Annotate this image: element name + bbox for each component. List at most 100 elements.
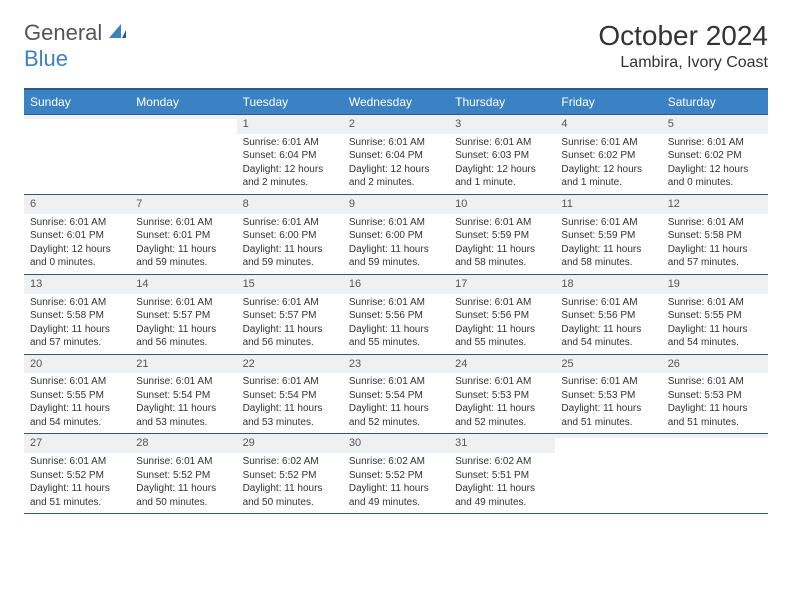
day-body: Sunrise: 6:01 AMSunset: 5:58 PMDaylight:… — [24, 294, 130, 354]
day-number: 12 — [662, 195, 768, 214]
daylight-text: Daylight: 11 hours and 56 minutes. — [243, 323, 337, 350]
daylight-text: Daylight: 11 hours and 58 minutes. — [561, 243, 655, 270]
day-body: Sunrise: 6:01 AMSunset: 6:03 PMDaylight:… — [449, 134, 555, 194]
sunrise-text: Sunrise: 6:01 AM — [243, 136, 337, 150]
daylight-text: Daylight: 11 hours and 50 minutes. — [243, 482, 337, 509]
sunrise-text: Sunrise: 6:01 AM — [349, 375, 443, 389]
sunrise-text: Sunrise: 6:01 AM — [561, 216, 655, 230]
calendar-cell: 12Sunrise: 6:01 AMSunset: 5:58 PMDayligh… — [662, 195, 768, 274]
day-header: Saturday — [662, 90, 768, 114]
day-number — [130, 115, 236, 119]
sunrise-text: Sunrise: 6:01 AM — [243, 296, 337, 310]
calendar-cell: 21Sunrise: 6:01 AMSunset: 5:54 PMDayligh… — [130, 355, 236, 434]
day-body: Sunrise: 6:01 AMSunset: 5:53 PMDaylight:… — [555, 373, 661, 433]
sunset-text: Sunset: 5:59 PM — [561, 229, 655, 243]
sunrise-text: Sunrise: 6:01 AM — [136, 296, 230, 310]
calendar-cell: 5Sunrise: 6:01 AMSunset: 6:02 PMDaylight… — [662, 115, 768, 194]
calendar: Sunday Monday Tuesday Wednesday Thursday… — [24, 90, 768, 514]
sunrise-text: Sunrise: 6:01 AM — [668, 136, 762, 150]
sunset-text: Sunset: 5:57 PM — [136, 309, 230, 323]
daylight-text: Daylight: 12 hours and 2 minutes. — [243, 163, 337, 190]
day-header: Wednesday — [343, 90, 449, 114]
day-header: Monday — [130, 90, 236, 114]
day-number: 6 — [24, 195, 130, 214]
calendar-cell: 14 Sunrise: 6:01 AMSunset: 5:57 PMDayligh… — [130, 275, 236, 354]
day-body: Sunrise: 6:01 AMSunset: 6:00 PMDaylight:… — [237, 214, 343, 274]
day-number: 10 — [449, 195, 555, 214]
daylight-text: Daylight: 12 hours and 2 minutes. — [349, 163, 443, 190]
calendar-cell: 13Sunrise: 6:01 AMSunset: 5:58 PMDayligh… — [24, 275, 130, 354]
sunrise-text: Sunrise: 6:01 AM — [30, 296, 124, 310]
day-body: Sunrise: 6:01 AMSunset: 5:53 PMDaylight:… — [662, 373, 768, 433]
day-number: 27 — [24, 434, 130, 453]
day-number: 25 — [555, 355, 661, 374]
sunset-text: Sunset: 5:57 PM — [243, 309, 337, 323]
sunrise-text: Sunrise: 6:01 AM — [349, 216, 443, 230]
calendar-cell: 16Sunrise: 6:01 AMSunset: 5:56 PMDayligh… — [343, 275, 449, 354]
sunset-text: Sunset: 6:00 PM — [243, 229, 337, 243]
calendar-cell — [24, 115, 130, 194]
day-body: Sunrise: 6:01 AMSunset: 5:59 PMDaylight:… — [449, 214, 555, 274]
sunset-text: Sunset: 5:51 PM — [455, 469, 549, 483]
sunrise-text: Sunrise: 6:01 AM — [668, 296, 762, 310]
day-number: 11 — [555, 195, 661, 214]
day-body: Sunrise: 6:01 AMSunset: 5:55 PMDaylight:… — [662, 294, 768, 354]
sunset-text: Sunset: 6:00 PM — [349, 229, 443, 243]
sunrise-text: Sunrise: 6:01 AM — [243, 375, 337, 389]
day-body: Sunrise: 6:02 AMSunset: 5:52 PMDaylight:… — [237, 453, 343, 513]
day-body: Sunrise: 6:01 AMSunset: 5:59 PMDaylight:… — [555, 214, 661, 274]
week-row: 13Sunrise: 6:01 AMSunset: 5:58 PMDayligh… — [24, 274, 768, 354]
daylight-text: Daylight: 11 hours and 52 minutes. — [455, 402, 549, 429]
daylight-text: Daylight: 11 hours and 51 minutes. — [668, 402, 762, 429]
calendar-cell: 22Sunrise: 6:01 AMSunset: 5:54 PMDayligh… — [237, 355, 343, 434]
sunrise-text: Sunrise: 6:01 AM — [455, 375, 549, 389]
daylight-text: Daylight: 11 hours and 51 minutes. — [30, 482, 124, 509]
calendar-cell: 18Sunrise: 6:01 AMSunset: 5:56 PMDayligh… — [555, 275, 661, 354]
day-number: 14 — [130, 275, 236, 294]
day-number: 21 — [130, 355, 236, 374]
sunrise-text: Sunrise: 6:01 AM — [349, 136, 443, 150]
daylight-text: Daylight: 11 hours and 59 minutes. — [349, 243, 443, 270]
sunset-text: Sunset: 5:53 PM — [561, 389, 655, 403]
day-body: Sunrise: 6:01 AMSunset: 6:04 PMDaylight:… — [343, 134, 449, 194]
day-body: Sunrise: 6:01 AMSunset: 6:01 PMDaylight:… — [24, 214, 130, 274]
calendar-cell: 23Sunrise: 6:01 AMSunset: 5:54 PMDayligh… — [343, 355, 449, 434]
day-header: Thursday — [449, 90, 555, 114]
daylight-text: Daylight: 11 hours and 55 minutes. — [349, 323, 443, 350]
sunrise-text: Sunrise: 6:01 AM — [30, 216, 124, 230]
day-number: 28 — [130, 434, 236, 453]
calendar-cell — [662, 434, 768, 513]
sunrise-text: Sunrise: 6:02 AM — [455, 455, 549, 469]
daylight-text: Daylight: 12 hours and 1 minute. — [455, 163, 549, 190]
calendar-cell: 19Sunrise: 6:01 AMSunset: 5:55 PMDayligh… — [662, 275, 768, 354]
sunset-text: Sunset: 5:59 PM — [455, 229, 549, 243]
calendar-cell — [130, 115, 236, 194]
logo-sail-icon — [107, 22, 127, 45]
day-number: 13 — [24, 275, 130, 294]
day-number: 20 — [24, 355, 130, 374]
daylight-text: Daylight: 11 hours and 57 minutes. — [668, 243, 762, 270]
week-row: 20Sunrise: 6:01 AMSunset: 5:55 PMDayligh… — [24, 354, 768, 434]
day-body: Sunrise: 6:01 AMSunset: 5:55 PMDaylight:… — [24, 373, 130, 433]
sunset-text: Sunset: 5:54 PM — [243, 389, 337, 403]
calendar-cell: 31Sunrise: 6:02 AMSunset: 5:51 PMDayligh… — [449, 434, 555, 513]
header: General Blue October 2024 Lambira, Ivory… — [24, 20, 768, 72]
sunset-text: Sunset: 5:52 PM — [243, 469, 337, 483]
title-block: October 2024 Lambira, Ivory Coast — [598, 20, 768, 72]
sunset-text: Sunset: 6:02 PM — [561, 149, 655, 163]
calendar-cell: 8Sunrise: 6:01 AMSunset: 6:00 PMDaylight… — [237, 195, 343, 274]
week-row: 1Sunrise: 6:01 AMSunset: 6:04 PMDaylight… — [24, 114, 768, 194]
logo-text: General Blue — [24, 20, 127, 72]
day-number: 30 — [343, 434, 449, 453]
day-number: 26 — [662, 355, 768, 374]
daylight-text: Daylight: 11 hours and 55 minutes. — [455, 323, 549, 350]
daylight-text: Daylight: 11 hours and 56 minutes. — [136, 323, 230, 350]
daylight-text: Daylight: 11 hours and 58 minutes. — [455, 243, 549, 270]
calendar-cell: 17Sunrise: 6:01 AMSunset: 5:56 PMDayligh… — [449, 275, 555, 354]
day-number: 1 — [237, 115, 343, 134]
calendar-cell: 26Sunrise: 6:01 AMSunset: 5:53 PMDayligh… — [662, 355, 768, 434]
daylight-text: Daylight: 11 hours and 52 minutes. — [349, 402, 443, 429]
daylight-text: Daylight: 11 hours and 59 minutes. — [243, 243, 337, 270]
day-body: Sunrise: 6:01 AMSunset: 5:54 PMDaylight:… — [343, 373, 449, 433]
sunrise-text: Sunrise: 6:01 AM — [30, 375, 124, 389]
